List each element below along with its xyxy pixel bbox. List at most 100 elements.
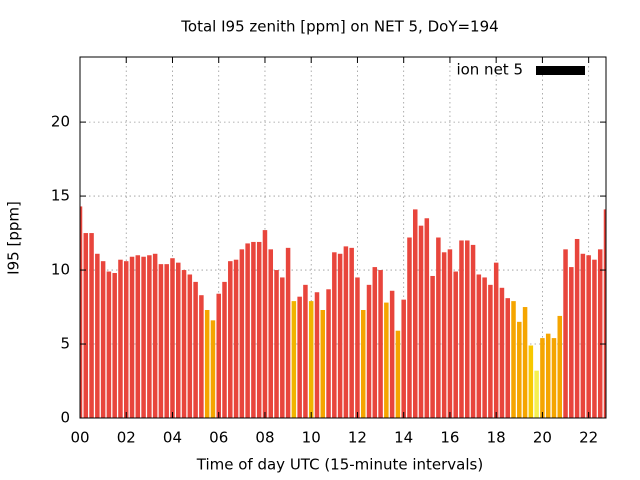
x-axis-label: Time of day UTC (15-minute intervals) [196, 456, 483, 474]
bar [152, 253, 158, 418]
bar [187, 274, 193, 418]
bar [597, 249, 603, 418]
bar [557, 315, 563, 418]
grid [79, 57, 606, 419]
bar [540, 338, 545, 418]
bar [517, 321, 522, 418]
bar [320, 309, 326, 418]
bar [228, 261, 233, 418]
bar [522, 307, 528, 418]
bar [603, 209, 606, 418]
bar [453, 271, 458, 418]
bar [210, 320, 216, 418]
bar [285, 247, 291, 418]
bar [407, 237, 412, 418]
x-tick-label: 12 [348, 429, 367, 447]
y-tick-label: 10 [51, 261, 70, 279]
bar [204, 309, 210, 418]
bar [465, 240, 470, 418]
bar [199, 295, 204, 418]
bar [412, 209, 418, 418]
bar [447, 249, 453, 418]
y-tick-label: 5 [60, 335, 70, 353]
bar [574, 238, 580, 418]
bar [193, 281, 198, 418]
bar [83, 233, 89, 418]
bar [303, 284, 308, 418]
bar [505, 298, 510, 418]
bar [551, 338, 557, 418]
bar [534, 370, 539, 418]
y-axis-label: I95 [ppm] [5, 201, 23, 275]
bar [545, 333, 551, 418]
bar [511, 301, 516, 418]
bar [332, 252, 337, 418]
bar [123, 261, 129, 418]
bar [297, 296, 302, 418]
bars [80, 206, 606, 418]
x-tick-label: 14 [394, 429, 413, 447]
bar [326, 289, 331, 418]
bar [493, 262, 499, 418]
bar [176, 262, 181, 418]
bar [476, 274, 482, 418]
x-tick-label: 08 [255, 429, 274, 447]
bar [274, 270, 279, 418]
bar [129, 256, 135, 418]
bar [366, 284, 372, 418]
bar [100, 261, 106, 418]
x-tick-label: 06 [209, 429, 228, 447]
bar [488, 284, 493, 418]
bar [441, 252, 447, 418]
bar [164, 264, 169, 418]
bar [268, 249, 274, 418]
bar [586, 255, 591, 418]
x-tick-label: 10 [302, 429, 321, 447]
bar [389, 290, 395, 418]
bar [378, 270, 383, 418]
bar [360, 309, 366, 418]
bar [222, 281, 227, 418]
bar [314, 292, 320, 418]
bar [112, 273, 117, 418]
plot-frame [79, 56, 607, 419]
bar [80, 206, 83, 418]
bar [256, 241, 262, 418]
bar [95, 253, 100, 418]
bar [135, 255, 141, 418]
bar [141, 256, 146, 418]
bar [147, 255, 152, 418]
bar [355, 277, 360, 418]
bar [395, 330, 401, 418]
bar [436, 237, 441, 418]
bar [384, 302, 389, 418]
bar [563, 249, 568, 418]
y-tick-label: 20 [51, 113, 70, 131]
bar [418, 225, 424, 418]
bar [280, 277, 285, 418]
bar [349, 247, 354, 418]
bar [239, 249, 245, 418]
x-tick-label: 18 [487, 429, 506, 447]
chart-title: Total I95 zenith [ppm] on NET 5, DoY=194 [180, 18, 498, 36]
bar [372, 267, 378, 418]
bar [245, 243, 250, 418]
x-tick-label: 00 [70, 429, 89, 447]
bar [343, 246, 349, 418]
bar [569, 267, 574, 418]
bar [118, 259, 123, 418]
bar [233, 259, 239, 418]
x-tick-label: 02 [117, 429, 136, 447]
bar [424, 218, 430, 418]
bar [170, 258, 175, 418]
legend-label: ion net 5 [456, 61, 523, 79]
bar [470, 244, 476, 418]
bar [430, 275, 435, 418]
x-tick-label: 22 [579, 429, 598, 447]
x-tick-label: 04 [163, 429, 182, 447]
bar [262, 230, 268, 418]
bar [459, 240, 464, 418]
y-tick-label: 15 [51, 187, 70, 205]
